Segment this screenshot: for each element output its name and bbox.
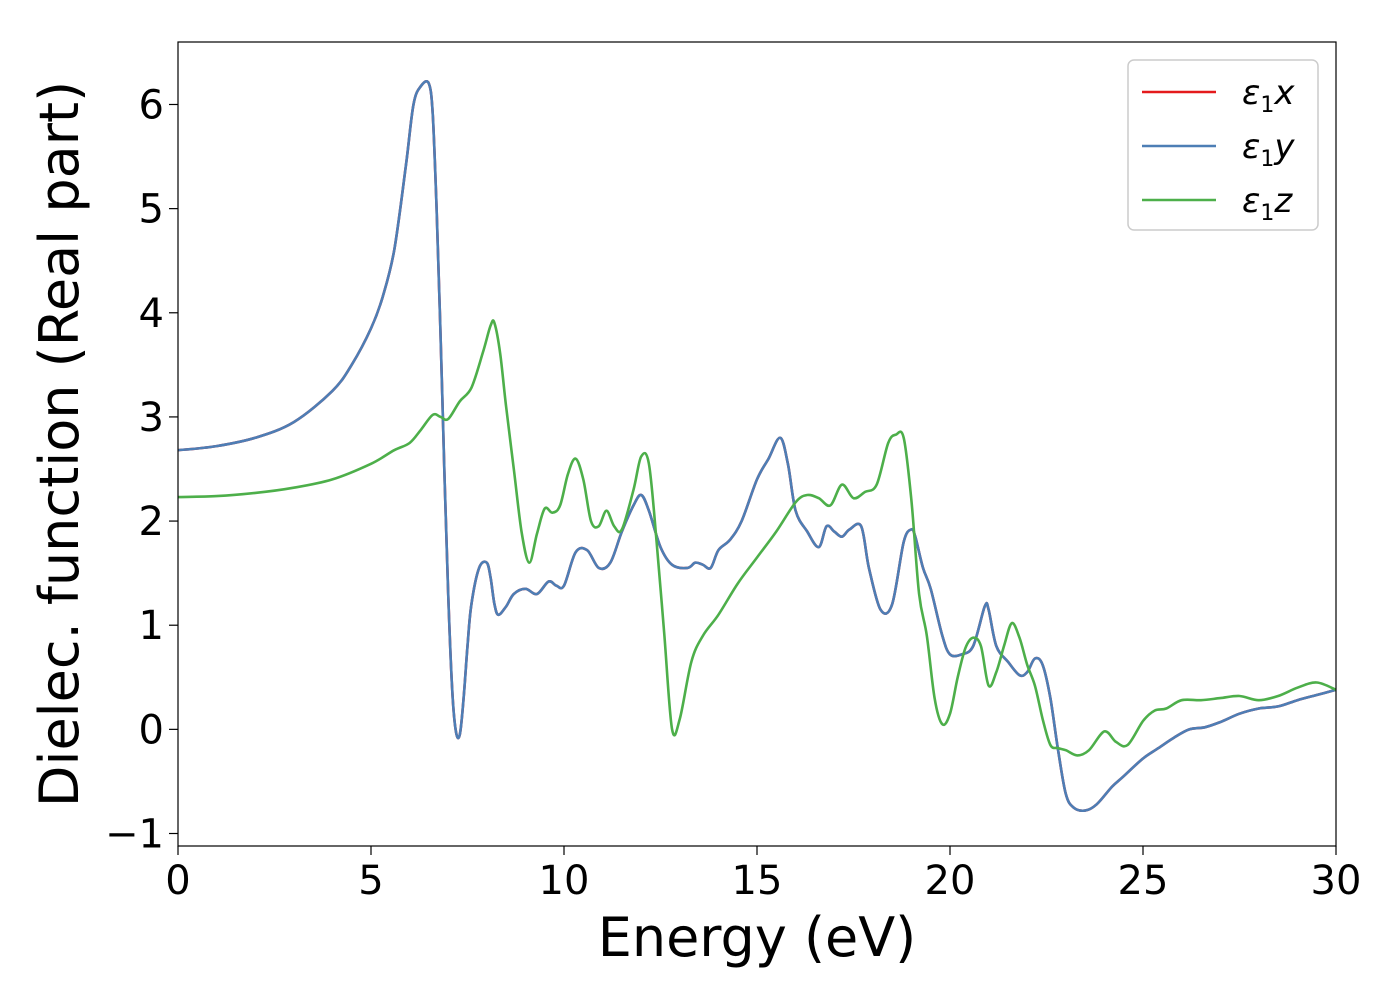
series-line-z: [178, 319, 1336, 757]
legend-variable: x: [1273, 73, 1295, 113]
legend-variable: z: [1273, 181, 1293, 221]
y-axis-label: Dielec. function (Real part): [28, 81, 91, 807]
legend-symbol: ε: [1242, 181, 1260, 221]
x-axis-ticks: 0 5 10 15 20 25 30: [165, 846, 1361, 904]
legend-symbol: ε: [1242, 127, 1260, 167]
legend-variable: y: [1273, 127, 1295, 167]
x-tick-label: 10: [539, 858, 590, 904]
x-tick-label: 0: [165, 858, 190, 904]
x-tick-label: 30: [1311, 858, 1362, 904]
legend-subscript: 1: [1260, 201, 1274, 226]
y-tick-label: 4: [139, 291, 164, 337]
y-tick-label: 5: [139, 187, 164, 233]
series-line-y: [178, 80, 1336, 813]
legend-subscript: 1: [1260, 147, 1274, 172]
legend-frame: [1127, 59, 1319, 231]
series-layer: [178, 80, 1336, 813]
legend-entry-x: ε1x: [1242, 73, 1295, 118]
legend-symbol: ε: [1242, 73, 1260, 113]
legend-entry-z: ε1z: [1242, 181, 1293, 226]
x-tick-label: 15: [732, 858, 783, 904]
y-tick-label: 0: [139, 707, 164, 753]
x-tick-label: 5: [358, 858, 383, 904]
y-tick-label: 1: [139, 603, 164, 649]
legend-subscript: 1: [1260, 93, 1274, 118]
y-tick-label: 6: [139, 82, 164, 128]
legend-entry-y: ε1y: [1242, 127, 1295, 172]
y-axis-ticks: −1 0 1 2 3 4 5 6: [105, 82, 178, 858]
x-tick-label: 25: [1118, 858, 1169, 904]
y-tick-label: 2: [139, 499, 164, 545]
y-tick-label: 3: [139, 395, 164, 441]
y-tick-label: −1: [105, 812, 164, 858]
x-axis-label: Energy (eV): [598, 906, 917, 969]
x-tick-label: 20: [925, 858, 976, 904]
